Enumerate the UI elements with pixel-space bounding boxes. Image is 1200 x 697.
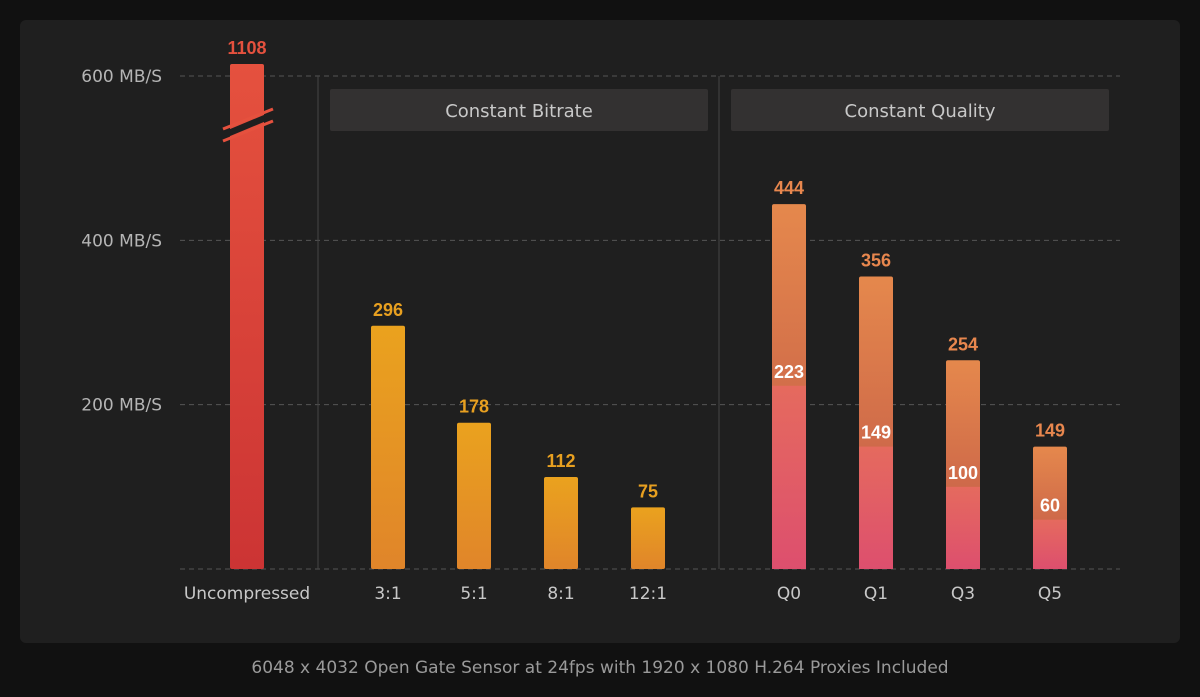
y-tick-label: 600 MB/S	[81, 67, 162, 87]
bar-value-label: 75	[638, 481, 658, 501]
x-category-label: Q1	[864, 584, 888, 604]
x-category-label: Q5	[1038, 584, 1062, 604]
x-category-label: Q3	[951, 584, 975, 604]
bar-inner-value-label: 223	[774, 362, 804, 382]
bar-value-label: 178	[459, 397, 489, 417]
bar-bitrate	[631, 507, 665, 569]
bar-uncompressed	[230, 64, 264, 569]
x-category-label: 8:1	[547, 584, 574, 604]
y-tick-label: 200 MB/S	[81, 396, 162, 416]
x-category-label: Uncompressed	[184, 584, 310, 604]
group-header-label: Constant Bitrate	[445, 101, 593, 122]
bar-value-label: 444	[774, 178, 804, 198]
bar-bitrate	[544, 476, 578, 569]
bar-value-label: 1108	[227, 38, 266, 58]
bar-inner-value-label: 60	[1040, 496, 1060, 516]
bar-quality-inner	[1033, 519, 1067, 569]
group-header-box	[330, 89, 708, 131]
bar-bitrate	[371, 325, 405, 569]
y-tick-label: 400 MB/S	[81, 231, 162, 251]
axis-break-line	[222, 119, 274, 143]
bar-bitrate	[457, 422, 491, 569]
axis-break-mark	[223, 112, 271, 139]
bar-value-label: 149	[1035, 421, 1065, 441]
x-category-label: Q0	[777, 584, 801, 604]
group-header-box	[731, 89, 1109, 131]
bar-quality-inner	[946, 486, 980, 569]
axis-break-line	[222, 107, 274, 131]
bar-value-label: 296	[373, 300, 403, 320]
bar-quality-inner	[859, 446, 893, 569]
x-category-label: 12:1	[629, 584, 667, 604]
x-category-label: 3:1	[374, 584, 401, 604]
bar-value-label: 112	[546, 451, 575, 471]
x-category-label: 5:1	[460, 584, 487, 604]
bar-inner-value-label: 149	[861, 423, 891, 443]
bar-value-label: 254	[948, 334, 978, 354]
bar-value-label: 356	[861, 250, 891, 270]
bar-quality-inner	[772, 385, 806, 569]
bar-inner-value-label: 100	[948, 463, 978, 483]
chart-caption: 6048 x 4032 Open Gate Sensor at 24fps wi…	[251, 658, 949, 678]
group-header-label: Constant Quality	[845, 101, 996, 122]
